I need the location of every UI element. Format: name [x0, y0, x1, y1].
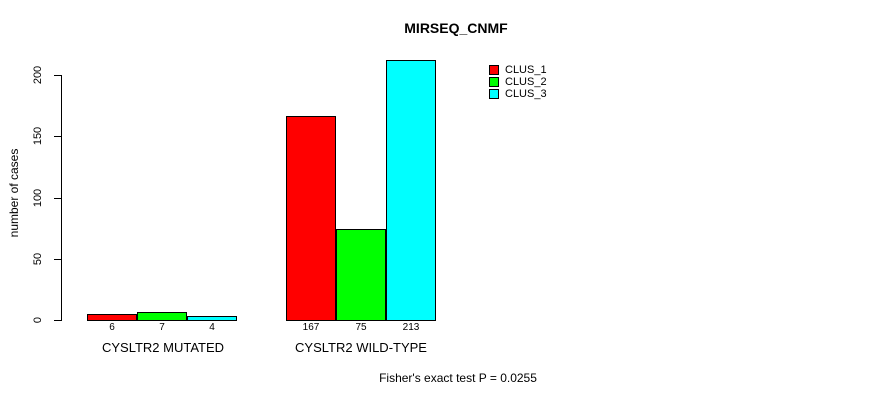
bar-clus1-mutated	[87, 314, 137, 321]
y-axis-tick	[54, 259, 61, 260]
y-axis-tick	[54, 198, 61, 199]
bar-value-label: 167	[302, 322, 320, 333]
legend-label: CLUS_1	[505, 64, 547, 76]
bar-clus3-mutated	[187, 316, 237, 321]
pvalue-annotation: Fisher's exact test P = 0.0255	[379, 371, 537, 385]
bar-clus1-wildtype	[286, 116, 336, 321]
bar-value-label: 213	[402, 322, 420, 333]
bar-clus3-wildtype	[386, 60, 436, 321]
legend-item: CLUS_2	[489, 76, 547, 88]
bar-clus2-mutated	[137, 312, 187, 321]
bar-value-label: 7	[159, 322, 165, 333]
y-axis-tick	[54, 320, 61, 321]
legend-item: CLUS_1	[489, 64, 547, 76]
chart-title: MIRSEQ_CNMF	[404, 20, 508, 36]
legend-swatch-clus1	[489, 65, 499, 75]
y-axis-line	[61, 75, 62, 321]
y-axis-tick	[54, 75, 61, 76]
legend-item: CLUS_3	[489, 88, 547, 100]
bar-clus2-wildtype	[336, 229, 386, 321]
y-axis-tick	[54, 136, 61, 137]
bar-value-label: 75	[355, 322, 367, 333]
bar-value-label: 6	[109, 322, 115, 333]
legend-label: CLUS_3	[505, 88, 547, 100]
bar-value-label: 4	[209, 322, 215, 333]
legend-swatch-clus3	[489, 89, 499, 99]
legend: CLUS_1 CLUS_2 CLUS_3	[489, 64, 547, 100]
legend-swatch-clus2	[489, 77, 499, 87]
legend-label: CLUS_2	[505, 76, 547, 88]
x-category-label-wildtype: CYSLTR2 WILD-TYPE	[295, 340, 427, 355]
x-category-label-mutated: CYSLTR2 MUTATED	[101, 340, 225, 355]
